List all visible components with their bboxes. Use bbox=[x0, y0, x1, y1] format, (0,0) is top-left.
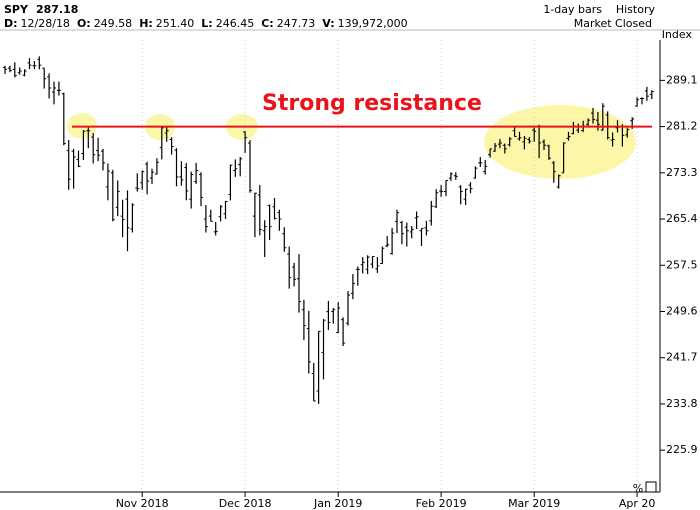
corner-label: % bbox=[633, 482, 643, 495]
market-status: Market Closed bbox=[574, 17, 652, 30]
y-tick-label: 233.8 bbox=[666, 397, 698, 410]
quote-label: O: bbox=[77, 17, 91, 30]
x-tick-label: Dec 2018 bbox=[219, 497, 272, 510]
last-price: 287.18 bbox=[36, 3, 78, 16]
y-tick-label: 289.1 bbox=[666, 73, 698, 86]
quote-label: V: bbox=[322, 17, 334, 30]
quote-value: 139,972,000 bbox=[338, 17, 408, 30]
symbol: SPY bbox=[4, 3, 29, 16]
quote-label: C: bbox=[261, 17, 273, 30]
quote-label: L: bbox=[201, 17, 212, 30]
annotation: Strong resistance bbox=[262, 91, 482, 116]
quote-value: 249.58 bbox=[94, 17, 133, 30]
axis-name: Index bbox=[662, 28, 693, 41]
quote-label: H: bbox=[139, 17, 153, 30]
quote-value: 12/28/18 bbox=[21, 17, 70, 30]
highlight bbox=[484, 105, 636, 179]
x-tick-label: Nov 2018 bbox=[116, 497, 169, 510]
y-tick-label: 257.5 bbox=[666, 258, 698, 271]
x-tick-label: Feb 2019 bbox=[416, 497, 467, 510]
y-tick-label: 281.2 bbox=[666, 120, 698, 133]
quote-value: 246.45 bbox=[216, 17, 255, 30]
y-tick-label: 241.7 bbox=[666, 351, 698, 364]
data-mode: History bbox=[616, 3, 656, 16]
x-tick-label: Mar 2019 bbox=[508, 497, 560, 510]
y-tick-label: 265.4 bbox=[666, 212, 698, 225]
y-tick-label: 249.6 bbox=[666, 304, 698, 317]
quote-label: D: bbox=[4, 17, 18, 30]
x-tick-label: Apr 20 bbox=[619, 497, 656, 510]
quote-value: 251.40 bbox=[156, 17, 195, 30]
y-tick-label: 225.9 bbox=[666, 443, 698, 456]
y-tick-label: 273.3 bbox=[666, 166, 698, 179]
plot: 225.9 233.8 241.7 249.6 257.5 265.4 273.3 281.2… bbox=[3, 40, 698, 510]
x-tick-label: Jan 2019 bbox=[313, 497, 362, 510]
quote-value: 247.73 bbox=[277, 17, 316, 30]
bar-interval: 1-day bars bbox=[543, 3, 602, 16]
